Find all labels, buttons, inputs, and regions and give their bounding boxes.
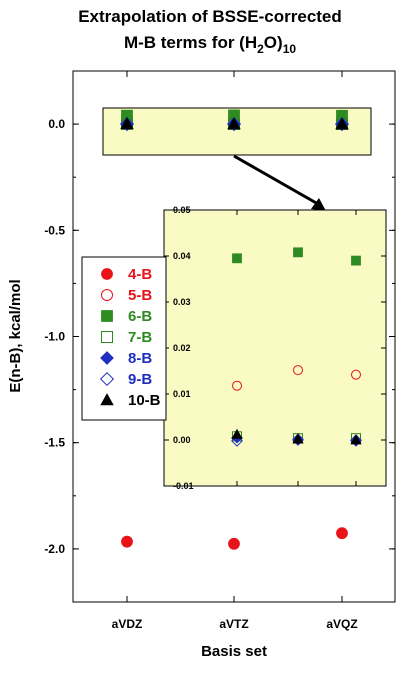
inset-y-tick-label: 0.02 — [173, 343, 191, 353]
inset-point-10-b-avtz — [292, 433, 304, 444]
inset-point-6-b-avdz — [232, 253, 242, 264]
chart-title-line1: Extrapolation of BSSE-corrected — [78, 7, 342, 26]
main-x-axis: aVDZ aVTZ aVQZ — [112, 71, 358, 631]
point-10-b-avqz — [335, 117, 349, 130]
legend-box — [81, 256, 167, 421]
y-tick-label: -0.5 — [44, 223, 65, 237]
legend-marker-10-b — [100, 393, 114, 406]
inset-point-9-b-avqz — [350, 435, 362, 447]
point-4-b-avqz — [336, 527, 348, 540]
y-axis-label: E(n-B), kcal/mol — [7, 279, 24, 392]
legend-marker-7-b — [101, 331, 113, 343]
legend-marker-8-b — [100, 351, 114, 365]
inset-y-tick-label: -0.01 — [173, 481, 194, 491]
inset-y-tick-label: 0.00 — [173, 435, 191, 445]
x-tick-label-avqz: aVQZ — [326, 617, 357, 631]
inset-point-5-b-avtz — [293, 365, 303, 376]
legend-label-6-b: 6-B — [128, 308, 152, 325]
main-series-marks — [119, 109, 350, 550]
inset-point-6-b-avqz — [351, 255, 361, 266]
zoom-arrow — [233, 154, 326, 211]
x-axis-label: Basis set — [201, 643, 267, 660]
legend-marker-4-b — [101, 268, 113, 280]
inset-y-tick-label: 0.01 — [173, 389, 191, 399]
legend-marker-5-b — [101, 289, 113, 301]
inset-point-9-b-avdz — [231, 435, 243, 447]
y-tick-label: -1.5 — [44, 436, 65, 450]
y-tick-label: -1.0 — [44, 330, 65, 344]
legend-marker-6-b — [101, 310, 113, 322]
inset-point-9-b-avtz — [292, 434, 304, 446]
main-y-axis: 0.0 -0.5 -1.0 -1.5 -2.0 — [44, 70, 395, 603]
legend: 4-B 5-B 6-B 7-B 8-B 9-B 10-B — [99, 266, 161, 409]
inset-point-5-b-avqz — [351, 369, 361, 380]
inset-y-axis: 0.05 0.04 0.03 0.02 0.01 0.00 -0.01 — [164, 205, 386, 491]
legend-label-4-b: 4-B — [128, 266, 152, 283]
inset-y-tick-label: 0.03 — [173, 297, 191, 307]
legend-label-9-b: 9-B — [128, 371, 152, 388]
legend-label-8-b: 8-B — [128, 350, 152, 367]
point-9-b-avqz — [334, 117, 350, 132]
point-4-b-avdz — [121, 535, 133, 548]
y-tick-label: 0.0 — [48, 117, 65, 131]
inset-point-5-b-avdz — [232, 380, 242, 391]
point-10-b-avdz — [120, 116, 134, 130]
chart-title-line2: M-B terms for (H2O)10 — [124, 33, 296, 56]
inset-point-10-b-avqz — [350, 434, 362, 445]
legend-label-7-b: 7-B — [128, 329, 152, 346]
x-tick-label-avdz: aVDZ — [112, 617, 143, 631]
inset-y-tick-label: 0.04 — [173, 251, 191, 261]
inset-y-tick-label: 0.05 — [173, 205, 191, 215]
legend-label-5-b: 5-B — [128, 287, 152, 304]
inset-frame — [163, 209, 387, 487]
point-9-b-avtz — [226, 117, 242, 132]
point-10-b-avtz — [227, 117, 241, 130]
inset-point-10-b-avdz — [231, 428, 243, 439]
point-4-b-avtz — [228, 537, 240, 550]
inset-series-marks — [231, 247, 362, 447]
legend-label-10-b: 10-B — [128, 392, 161, 409]
legend-marker-9-b — [99, 371, 115, 387]
x-tick-label-avtz: aVTZ — [219, 617, 248, 631]
y-tick-label: -2.0 — [44, 542, 65, 556]
inset-point-6-b-avtz — [293, 247, 303, 258]
point-9-b-avdz — [119, 117, 135, 132]
